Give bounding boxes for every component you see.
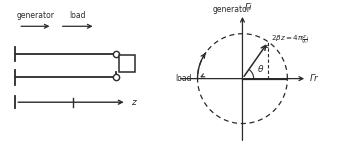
Text: Γr: Γr — [310, 74, 318, 83]
Text: z: z — [131, 98, 136, 107]
Text: generator: generator — [212, 5, 250, 14]
Bar — [119, 55, 136, 72]
Text: load: load — [175, 74, 192, 83]
Text: θ: θ — [258, 65, 263, 74]
Text: generator: generator — [16, 11, 55, 20]
Text: Γi: Γi — [245, 3, 252, 12]
Text: $2\beta z{=}4\pi\!\left(\!\frac{z}{\lambda}\!\right)$: $2\beta z{=}4\pi\!\left(\!\frac{z}{\lamb… — [270, 33, 309, 46]
Text: load: load — [69, 11, 86, 20]
